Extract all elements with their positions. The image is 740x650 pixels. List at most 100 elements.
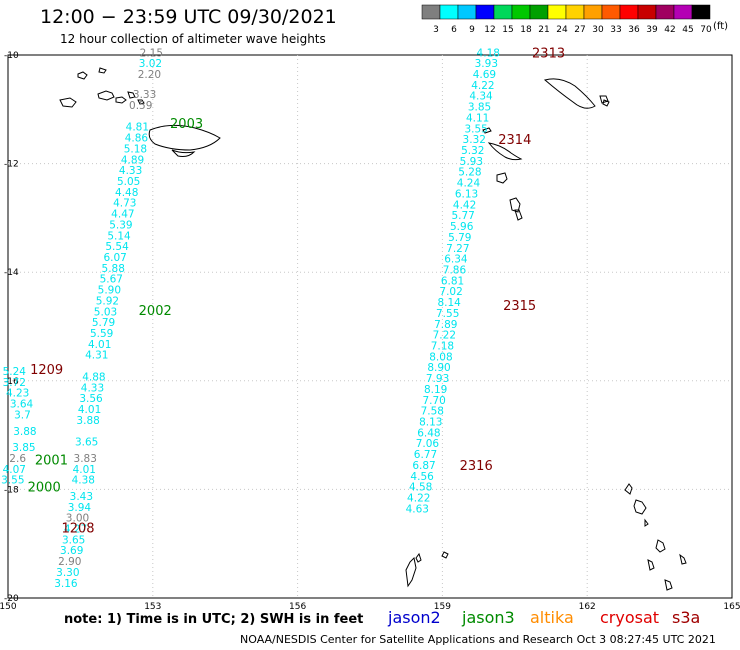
- swh-label: 7.70: [422, 395, 445, 407]
- color-scale-unit: (ft): [713, 21, 729, 32]
- coastline: [644, 518, 649, 527]
- swh-label: 5.92: [96, 295, 119, 307]
- coastline: [171, 149, 196, 157]
- coastline: [137, 99, 145, 105]
- swh-label: 4.89: [121, 154, 144, 166]
- swh-label: 7.89: [434, 319, 457, 331]
- scale-tick-label: 33: [610, 25, 621, 35]
- scale-tick-label: 45: [682, 25, 693, 35]
- scale-tick-label: 42: [664, 25, 675, 35]
- swh-label: 4.01: [88, 339, 111, 351]
- lon-tick-label: 162: [579, 602, 596, 610]
- legend-jason2: jason2: [388, 608, 441, 627]
- swh-label: 4.22: [471, 80, 494, 92]
- coastline: [514, 209, 523, 221]
- swh-label: 8.08: [429, 351, 452, 363]
- swh-label: 8.13: [419, 417, 442, 429]
- swh-label: 3.55: [1, 475, 24, 487]
- coastline: [543, 78, 596, 109]
- swh-label: 3.83: [74, 453, 97, 465]
- swh-label: 7.22: [433, 330, 456, 342]
- swh-label: 4.24: [457, 178, 481, 190]
- scale-tick-label: 70: [700, 25, 712, 35]
- swh-label: 5.28: [458, 167, 481, 179]
- scale-tick-label: 24: [556, 25, 568, 35]
- swh-label: 2.20: [138, 69, 161, 81]
- time-label: 2316: [460, 459, 493, 474]
- coastline: [415, 552, 422, 563]
- legend-altika: altika: [530, 608, 574, 627]
- lat-tick-label: -14: [4, 268, 19, 278]
- swh-label: 4.01: [78, 404, 101, 416]
- swh-label: 8.14: [437, 297, 461, 309]
- swh-label: 4.11: [466, 112, 489, 124]
- swh-label: 4.27: [64, 523, 87, 535]
- swh-label: 4.42: [453, 199, 476, 211]
- swh-label: 3.33: [133, 89, 156, 101]
- swh-label: 3.69: [60, 545, 83, 557]
- swh-label: 5.77: [451, 210, 474, 222]
- swh-label: 4.07: [3, 464, 26, 476]
- time-label: 2002: [139, 304, 172, 319]
- swh-label: 5.24: [3, 366, 27, 378]
- swh-label: 3.00: [66, 513, 89, 525]
- swh-label: 8.19: [424, 384, 447, 396]
- swh-label: 4.58: [409, 482, 432, 494]
- lat-tick-label: -10: [4, 51, 19, 61]
- time-label: 2000: [28, 481, 61, 496]
- footnote: note: 1) Time is in UTC; 2) SWH is in fe…: [64, 612, 364, 627]
- swh-label: 2.6: [9, 453, 26, 465]
- coastline: [633, 499, 647, 515]
- lon-tick-label: 156: [289, 602, 306, 610]
- swh-label: 6.87: [412, 460, 435, 472]
- legend-s3a: s3a: [672, 608, 701, 627]
- coastline: [115, 96, 127, 104]
- scale-tick-label: 39: [646, 25, 658, 35]
- swh-label: 7.27: [446, 243, 469, 255]
- swh-label: 3.32: [463, 134, 486, 146]
- swh-label: 3.7: [14, 409, 31, 421]
- swh-label: 5.32: [461, 145, 484, 157]
- map-subtitle: 12 hour collection of altimeter wave hei…: [60, 32, 326, 46]
- swh-label: 4.69: [473, 69, 496, 81]
- swh-label: 3.72: [3, 377, 26, 389]
- coastline: [148, 124, 221, 151]
- swh-label: 6.48: [417, 427, 440, 439]
- swh-label: 7.93: [426, 373, 449, 385]
- time-label: 2003: [170, 117, 203, 132]
- lon-tick-label: 165: [723, 602, 740, 610]
- swh-label: 6.13: [455, 188, 478, 200]
- swh-label: 7.58: [421, 406, 444, 418]
- scale-tick-label: 6: [451, 25, 457, 35]
- scale-tick-label: 9: [469, 25, 475, 35]
- coastline: [97, 90, 115, 101]
- coastline: [602, 99, 610, 107]
- coastline: [77, 71, 88, 80]
- swh-label: 5.14: [107, 230, 131, 242]
- swh-label: 4.31: [85, 350, 108, 362]
- swh-label: 3.64: [10, 399, 34, 411]
- swh-label: 5.90: [98, 285, 121, 297]
- scale-tick-label: 36: [628, 25, 640, 35]
- coastline: [98, 67, 107, 74]
- swh-label: 4.18: [477, 47, 500, 59]
- scale-tick-label: 18: [520, 25, 532, 35]
- swh-label: 5.59: [90, 328, 113, 340]
- swh-label: 6.77: [414, 449, 437, 461]
- swh-label: 3.02: [139, 58, 162, 70]
- swh-label: 7.02: [439, 286, 462, 298]
- lon-tick-label: 150: [0, 602, 17, 610]
- swh-label: 5.18: [124, 143, 147, 155]
- map-title: 12:00 − 23:59 UTC 09/30/2021: [40, 6, 337, 28]
- scale-tick-label: 12: [484, 25, 495, 35]
- swh-label: 4.38: [72, 475, 95, 487]
- coastline: [482, 127, 492, 134]
- swh-label: 3.56: [79, 393, 103, 405]
- swh-label: 4.34: [469, 91, 493, 103]
- swh-label: 8.90: [427, 362, 450, 374]
- swh-label: 3.43: [70, 491, 93, 503]
- swh-label: 0.59: [129, 100, 152, 112]
- swh-label: 4.73: [113, 198, 136, 210]
- scale-tick-label: 21: [538, 25, 549, 35]
